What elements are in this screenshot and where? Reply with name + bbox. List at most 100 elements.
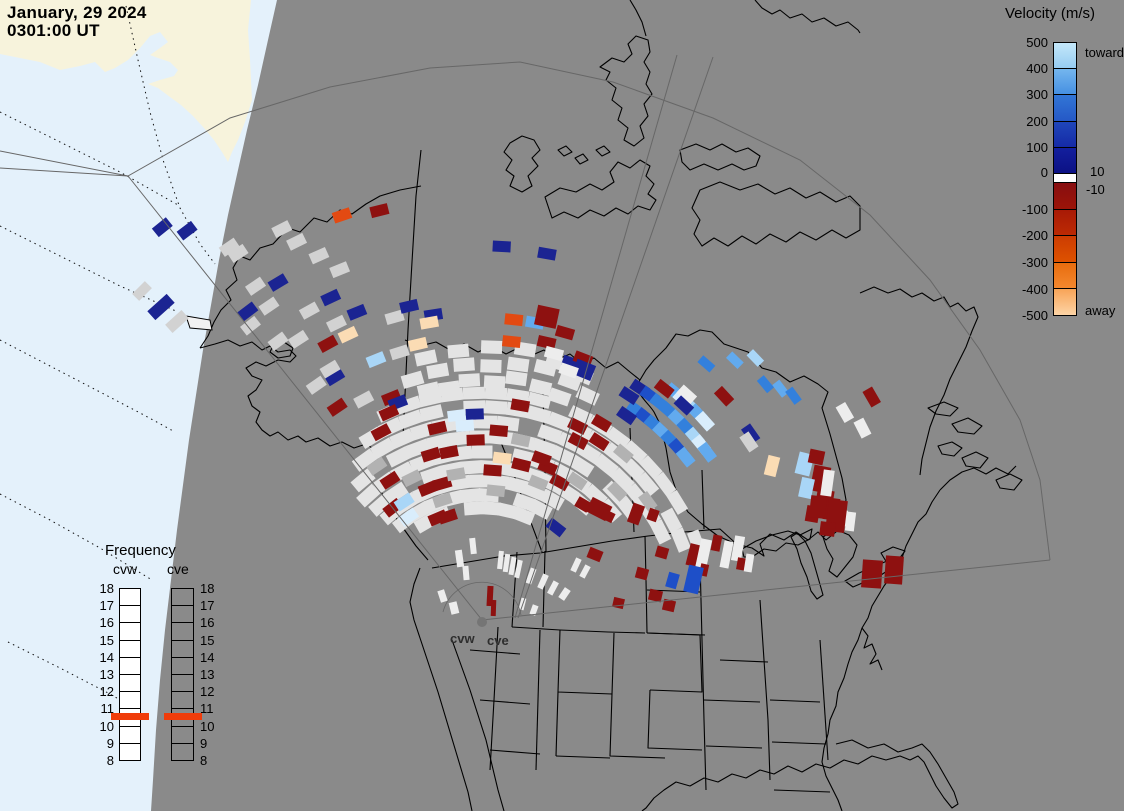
velocity-cell <box>743 553 755 573</box>
velocity-cell <box>579 564 591 579</box>
ground-scatter-cell <box>351 448 378 472</box>
velocity-cell <box>654 545 670 560</box>
velocity-cell <box>616 405 638 426</box>
velocity-cell <box>486 484 506 498</box>
colorbar-segment-toward <box>1053 94 1077 122</box>
velocity-cell <box>489 424 509 437</box>
velocity-cell <box>151 217 173 238</box>
frequency-tick-label: 10 <box>200 718 215 734</box>
velocity-cell <box>393 492 415 512</box>
coastline <box>609 693 666 759</box>
velocity-cell <box>483 464 502 477</box>
coastline <box>719 659 769 663</box>
colorbar-segment-away <box>1053 208 1077 237</box>
velocity-cell <box>531 450 552 467</box>
velocity-cell <box>365 351 387 369</box>
frequency-column-cvw: cvw <box>113 561 138 577</box>
frequency-tick-label: 17 <box>99 598 114 614</box>
frequency-tick-label: 14 <box>200 649 215 665</box>
velocity-cell <box>176 220 198 241</box>
velocity-cell <box>469 537 477 555</box>
velocity-cell <box>710 534 723 552</box>
velocity-cell <box>504 313 524 327</box>
radar-fov-line <box>0 61 1051 561</box>
ground-scatter-cell <box>462 386 486 400</box>
radar-site-dot <box>477 617 487 627</box>
velocity-tick-label: 500 <box>1026 35 1048 50</box>
velocity-cell <box>258 296 280 316</box>
velocity-cell <box>308 246 330 265</box>
ground-scatter-cell <box>484 386 508 401</box>
ground-scatter-cell <box>350 468 376 493</box>
ground-scatter-cell <box>541 489 565 511</box>
ground-scatter-cell <box>383 481 409 505</box>
graticule-line <box>0 493 153 581</box>
velocity-cell <box>697 355 716 373</box>
coastline <box>451 639 505 811</box>
ground-scatter-cell <box>623 440 648 464</box>
velocity-cell <box>240 315 261 336</box>
ground-scatter-cell <box>480 359 502 374</box>
coastline <box>555 691 559 757</box>
coastline <box>599 35 653 147</box>
velocity-cell <box>529 604 539 616</box>
velocity-cell <box>369 203 390 219</box>
velocity-cell <box>427 420 448 436</box>
frequency-legend-title: Frequency <box>105 542 176 559</box>
ground-scatter-cell <box>369 437 396 460</box>
velocity-cell <box>317 334 339 354</box>
coastline <box>629 0 647 37</box>
velocity-cell <box>447 408 467 423</box>
velocity-cell <box>147 293 175 321</box>
velocity-cell <box>626 502 646 526</box>
ground-scatter-cell <box>527 391 552 409</box>
velocity-cell <box>697 441 718 463</box>
velocity-cell <box>267 273 289 292</box>
frequency-ladder-cell-cve <box>171 656 194 675</box>
velocity-cell <box>571 358 597 381</box>
velocity-cell <box>244 276 267 296</box>
colorbar-segment-toward <box>1053 120 1077 148</box>
coastline <box>995 473 1023 491</box>
ground-scatter-cell <box>437 380 461 397</box>
velocity-cell <box>739 431 759 453</box>
velocity-cell <box>407 336 428 352</box>
coastline <box>557 145 573 157</box>
frequency-ladder-cell-cve <box>171 639 194 658</box>
velocity-cell <box>305 375 327 395</box>
velocity-tick-label: 400 <box>1026 61 1048 76</box>
ground-scatter-cell <box>670 527 691 553</box>
ground-scatter-cell <box>536 471 562 493</box>
radar-fov-line <box>514 54 678 619</box>
date-label: January, 29 2024 <box>7 3 147 22</box>
velocity-cell <box>324 367 346 387</box>
velocity-tick-label: 300 <box>1026 87 1048 102</box>
velocity-tick-label: -200 <box>1021 228 1048 243</box>
away-label: away <box>1085 303 1116 318</box>
frequency-tick-label: 16 <box>99 615 114 631</box>
velocity-cell <box>545 517 567 538</box>
radar-fov-line <box>127 175 483 621</box>
sunlit-land-chukotka <box>0 0 252 162</box>
ground-scatter-cell <box>397 395 422 415</box>
velocity-cell <box>807 448 826 466</box>
velocity-cell <box>218 237 240 257</box>
ground-scatter-cell <box>506 356 530 373</box>
coastline <box>637 329 847 557</box>
coastline <box>511 626 646 634</box>
ground-scatter-cell <box>458 373 481 388</box>
coastline <box>701 469 705 530</box>
velocity-cell <box>634 566 650 581</box>
ground-scatter-cell <box>460 460 483 475</box>
velocity-cell <box>346 303 368 321</box>
coastline <box>489 626 499 771</box>
velocity-cell <box>401 469 423 488</box>
coastline <box>939 465 1017 491</box>
ground-scatter-cell <box>447 430 472 447</box>
ground-scatter-cell <box>512 506 536 526</box>
velocity-cell <box>227 243 249 263</box>
coastline <box>790 532 824 600</box>
coastline <box>951 417 983 435</box>
ground-scatter-cell <box>459 488 482 503</box>
